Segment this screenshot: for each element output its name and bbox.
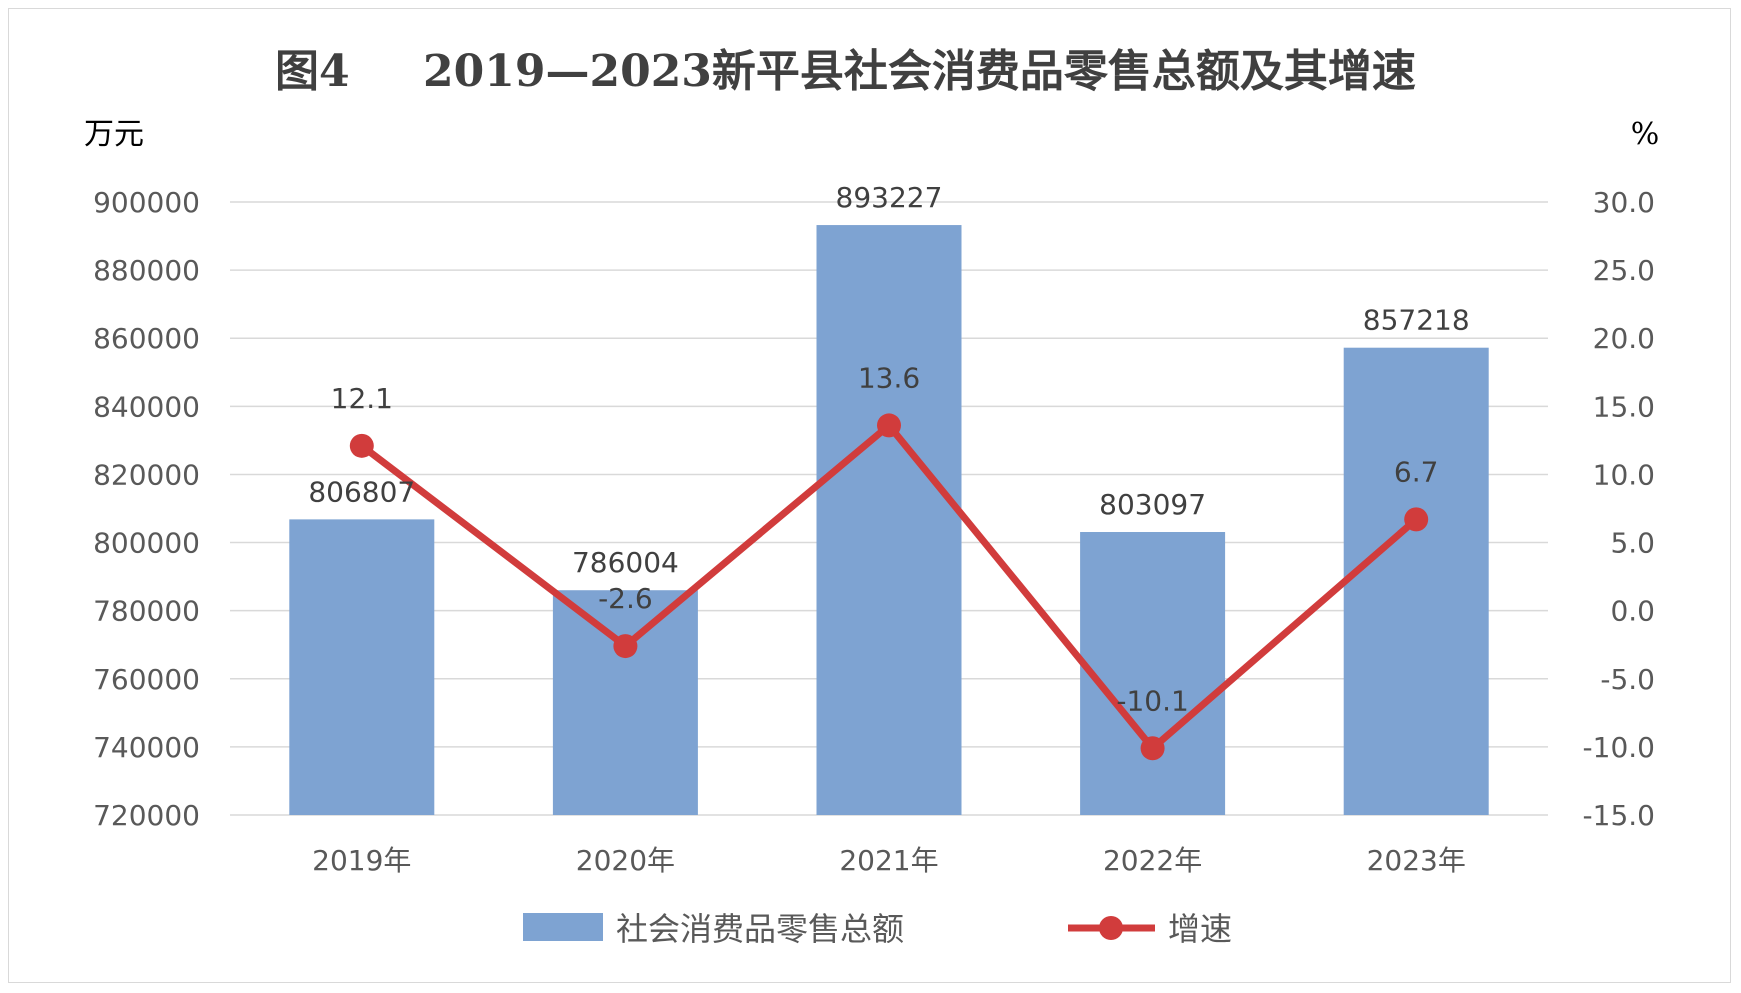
y-left-unit: 万元 <box>84 117 144 152</box>
growth-value-label: 12.1 <box>331 382 393 415</box>
legend-line-label: 增速 <box>1168 910 1232 948</box>
growth-marker <box>1404 507 1429 532</box>
bar <box>552 590 698 815</box>
bar-value-label: 857218 <box>1363 304 1470 337</box>
bar <box>816 225 962 816</box>
growth-marker <box>349 433 374 458</box>
growth-marker <box>877 413 901 438</box>
y-right-tick-label: 10.0 <box>1593 458 1655 491</box>
data-labels: 806807 786004 893227 803097 857218 12.1 -2.6 13… <box>308 181 1469 717</box>
y-left-tick-label: 780000 <box>93 595 200 628</box>
y-left-tick-label: 800000 <box>93 527 200 560</box>
y-right-tick-label: -5.0 <box>1600 663 1655 696</box>
y-left-tick-label: 840000 <box>93 390 200 423</box>
x-tick-label: 2022年 <box>1103 844 1202 877</box>
bar-value-label: 893227 <box>836 181 943 214</box>
y-right-tick-label: -15.0 <box>1583 799 1655 832</box>
y-right-tick-label: 15.0 <box>1593 390 1655 423</box>
chart-title-prefix: 图4 <box>275 46 350 97</box>
x-tick-label: 2023年 <box>1367 844 1466 877</box>
y-left-tick-label: 860000 <box>93 322 200 355</box>
growth-value-label: -2.6 <box>598 582 653 615</box>
bar <box>1080 532 1226 815</box>
y-right-tick-label: -10.0 <box>1583 731 1655 764</box>
y-left-tick-label: 900000 <box>93 186 200 219</box>
y-left-tick-label: 820000 <box>93 458 200 491</box>
growth-marker <box>613 634 638 659</box>
bar <box>289 519 435 815</box>
bar-series <box>289 225 1489 816</box>
growth-value-label: -10.1 <box>1116 684 1188 717</box>
line-series <box>349 413 1429 761</box>
growth-value-label: 13.6 <box>858 361 920 394</box>
y-right-tick-label: 0.0 <box>1610 595 1655 628</box>
y-left-tick-label: 880000 <box>93 254 200 287</box>
x-tick-label: 2020年 <box>576 844 675 877</box>
legend-bar-label: 社会消费品零售总额 <box>616 910 904 948</box>
chart-title: 2019—2023新平县社会消费品零售总额及其增速 <box>423 46 1416 97</box>
growth-value-label: 6.7 <box>1394 455 1439 488</box>
y-left-tick-label: 760000 <box>93 663 200 696</box>
growth-marker <box>1140 736 1165 761</box>
bar <box>1343 347 1489 815</box>
legend-bar-swatch <box>523 913 603 941</box>
bar-value-label: 786004 <box>572 546 679 579</box>
y-right-tick-label: 25.0 <box>1593 254 1655 287</box>
y-right-tick-label: 5.0 <box>1610 527 1655 560</box>
bar-value-label: 803097 <box>1099 488 1206 521</box>
axis-ticks: 900000 30.0 880000 25.0 860000 20.0 840000 15.0… <box>93 186 1655 877</box>
legend: 社会消费品零售总额 增速 <box>523 910 1232 948</box>
x-tick-label: 2021年 <box>839 844 938 877</box>
y-right-tick-label: 30.0 <box>1593 186 1655 219</box>
y-left-tick-label: 740000 <box>93 731 200 764</box>
x-tick-label: 2019年 <box>312 844 411 877</box>
bar-value-label: 806807 <box>308 475 415 508</box>
y-left-tick-label: 720000 <box>93 799 200 832</box>
y-right-tick-label: 20.0 <box>1593 322 1655 355</box>
y-right-unit: % <box>1631 117 1660 152</box>
legend-line-marker <box>1099 916 1123 940</box>
